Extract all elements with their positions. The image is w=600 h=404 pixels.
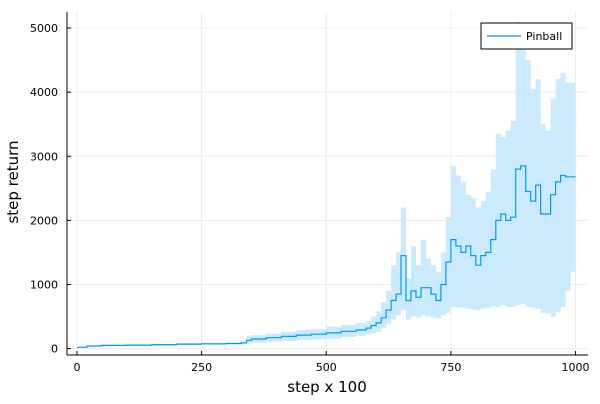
x-tick-label: 1000 [562, 361, 590, 374]
legend: Pinball [480, 22, 573, 50]
confidence-band [77, 21, 576, 348]
x-axis-title: step x 100 [287, 378, 367, 396]
y-tick-label: 5000 [30, 22, 58, 35]
x-tick-label: 750 [440, 361, 461, 374]
y-axis-title: step return [4, 140, 22, 223]
axes [66, 12, 588, 356]
legend-label: Pinball [526, 30, 562, 43]
y-tick-label: 0 [51, 343, 58, 356]
y-tick-label: 1000 [30, 278, 58, 291]
x-tick-label: 500 [316, 361, 337, 374]
y-tick-label: 4000 [30, 86, 58, 99]
tick-labels: 0 250 500 750 1000 0 1000 2000 3000 4000 5000 [30, 22, 590, 374]
x-tick-label: 0 [73, 361, 80, 374]
x-tick-label: 250 [191, 361, 212, 374]
series-line [77, 165, 576, 348]
series-lines [77, 165, 576, 348]
series-band [77, 21, 576, 348]
y-tick-label: 2000 [30, 214, 58, 227]
y-tick-label: 3000 [30, 150, 58, 163]
